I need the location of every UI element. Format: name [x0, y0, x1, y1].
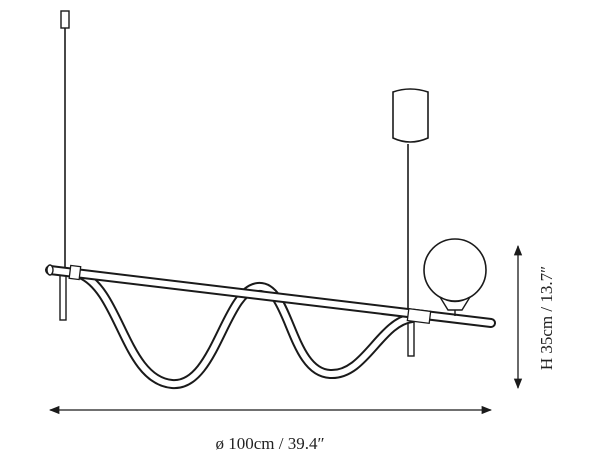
width-label: ø 100cm / 39.4″: [215, 434, 324, 453]
left-rod: [59, 271, 67, 321]
height-label: H 35cm / 13.7″: [537, 266, 556, 370]
right-canopy: [392, 88, 429, 143]
lamp: [45, 10, 496, 389]
left-canopy: [60, 10, 70, 29]
globe: [423, 238, 487, 302]
